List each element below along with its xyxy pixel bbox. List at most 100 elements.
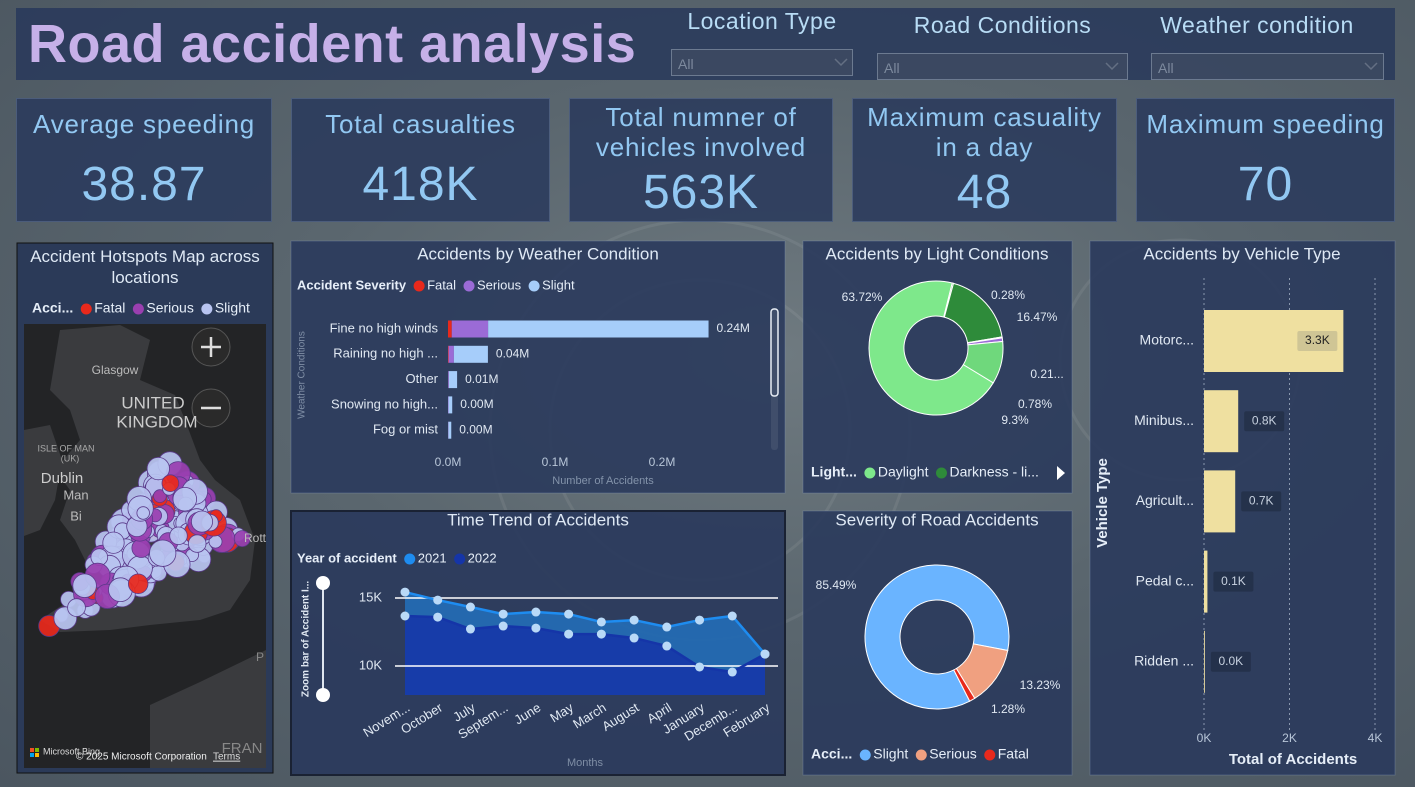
legend-title: Acci... <box>811 746 852 762</box>
scroll-thumb[interactable] <box>770 308 779 397</box>
map-bubble <box>233 530 251 547</box>
x-tick-label: 0.1M <box>542 455 569 469</box>
data-label: 16.47% <box>1017 310 1058 324</box>
data-label: 0.8K <box>1252 413 1277 427</box>
data-label-box <box>1297 331 1338 351</box>
map-place-label: ISLE OF MAN <box>37 443 94 453</box>
y-tick-label: 15K <box>359 589 382 604</box>
bar <box>1204 550 1208 613</box>
data-point <box>596 617 606 627</box>
map-bubble <box>190 510 213 533</box>
data-point <box>727 667 737 677</box>
data-point <box>564 629 574 639</box>
x-tick-label: 4K <box>1368 731 1383 745</box>
map-place-label: Glasgow <box>92 363 139 377</box>
legend-marker <box>413 280 425 292</box>
map-land <box>150 650 266 768</box>
y-tick-label: Other <box>405 371 438 386</box>
donut-slice <box>962 340 1004 384</box>
legend-label: Slight <box>873 746 908 762</box>
chart-title: Severity of Road Accidents <box>835 510 1038 529</box>
legend-marker <box>864 467 876 479</box>
x-axis-title: Total of Accidents <box>1229 751 1357 768</box>
slicer-dropdown[interactable]: All <box>1151 53 1384 80</box>
data-point <box>662 641 672 651</box>
kpi-card: Total numner of vehicles involved 563K <box>569 98 833 222</box>
data-label-box <box>1241 491 1282 512</box>
slicer-label: Road Conditions <box>913 12 1092 38</box>
data-label: 1.28% <box>991 702 1025 716</box>
map-attribution: Terms <box>213 752 240 763</box>
map-bubble <box>187 534 207 553</box>
kpi-label: Average speeding <box>33 109 255 139</box>
legend-label: Slight <box>542 277 575 292</box>
data-label-box <box>1210 651 1251 672</box>
legend-label: Fatal <box>427 277 456 292</box>
data-label: 63.72% <box>842 290 883 304</box>
legend-marker <box>984 749 996 761</box>
chart-title: Accidents by Vehicle Type <box>1143 244 1340 263</box>
legend-marker <box>404 553 416 565</box>
legend-marker <box>201 303 213 315</box>
legend-label: Darkness - li... <box>949 464 1038 480</box>
x-tick-label: 0.0M <box>435 455 462 469</box>
series-line <box>404 590 766 655</box>
data-point <box>760 649 770 659</box>
map-bubble <box>161 474 180 493</box>
bar <box>1204 630 1205 693</box>
logo-square <box>30 753 34 757</box>
data-point <box>531 623 541 633</box>
zoom-handle[interactable] <box>316 688 330 702</box>
kpi-label: Maximum casuality in a day <box>867 101 1102 162</box>
map-place-label: KINGDOM <box>116 412 197 431</box>
kpi-card: Maximum casuality in a day 48 <box>852 98 1117 222</box>
x-tick-label: 0K <box>1197 731 1212 745</box>
map-bubble <box>153 489 167 503</box>
y-tick-label: Pedal c... <box>1136 572 1194 588</box>
kpi-label: Maximum speeding <box>1146 109 1385 139</box>
data-label-box <box>1244 411 1285 432</box>
y-axis-title: Weather Conditions <box>297 331 308 419</box>
legend-marker <box>915 749 927 761</box>
legend-label: Serious <box>146 300 193 316</box>
logo-square <box>35 753 39 757</box>
legend-label: Slight <box>215 300 250 316</box>
map-place-label: Bi <box>70 508 82 523</box>
bar-segment <box>448 396 453 414</box>
area-fill <box>405 615 765 695</box>
x-axis-title: Months <box>567 757 604 769</box>
zoom-handle[interactable] <box>316 576 330 590</box>
map-attribution: © 2025 Microsoft Corporation <box>76 752 207 763</box>
logo-square <box>30 748 34 752</box>
legend-label: Fatal <box>998 746 1029 762</box>
bar-segment <box>448 320 452 338</box>
legend-label: Serious <box>929 746 976 762</box>
legend-label: Serious <box>477 277 522 292</box>
map-bubble <box>172 487 198 512</box>
y-tick-label: Fog or mist <box>373 422 438 437</box>
zoom-in-icon <box>201 337 221 357</box>
data-point <box>727 611 737 621</box>
legend-next-arrow[interactable] <box>1057 466 1065 480</box>
legend-title: Light... <box>811 464 857 480</box>
slicer-dropdown[interactable]: All <box>671 49 853 76</box>
map <box>24 324 266 768</box>
bar-segment <box>448 371 449 389</box>
map-bubble <box>169 526 188 546</box>
slicer-dropdown[interactable]: All <box>877 53 1128 80</box>
y-tick-label: Minibus... <box>1134 412 1194 428</box>
x-tick-label: 2K <box>1282 731 1297 745</box>
total-label: 0.00M <box>459 422 492 436</box>
data-point <box>433 595 443 605</box>
data-label: 0.21... <box>1030 367 1063 381</box>
kpi-value: 70 <box>1237 158 1294 211</box>
data-point <box>400 611 410 621</box>
legend-label: Daylight <box>878 464 929 480</box>
series-line <box>404 614 766 674</box>
data-label: 9.3% <box>1001 413 1029 427</box>
map-land <box>24 425 62 536</box>
y-tick-label: Agricult... <box>1136 492 1194 508</box>
map-place-label: Rott <box>244 531 267 545</box>
legend-marker <box>132 303 144 315</box>
bar-segment <box>451 320 489 338</box>
